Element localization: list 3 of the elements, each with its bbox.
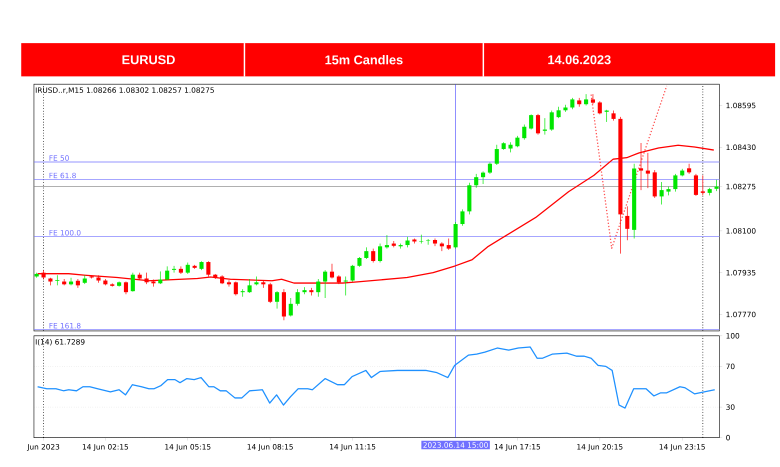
chart-subtitle: 15m Candles <box>325 55 403 64</box>
text: 14.06.2023 <box>548 55 611 64</box>
chart-title: EURUSD <box>122 55 175 64</box>
